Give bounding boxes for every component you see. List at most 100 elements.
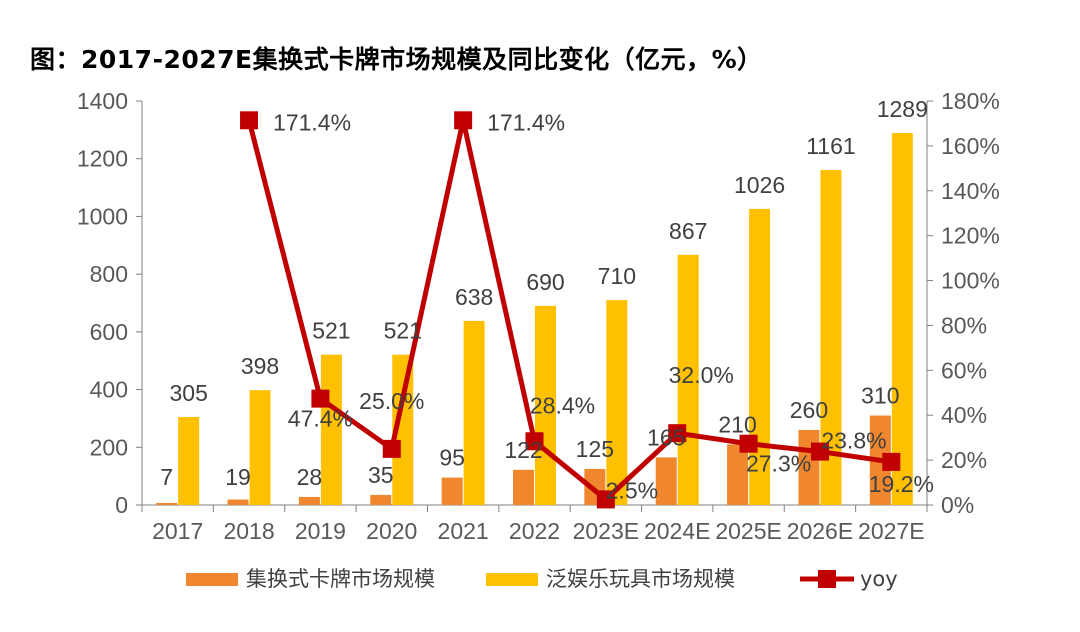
right-tick-label: 180% (941, 88, 1000, 114)
bar-toy-market (392, 354, 414, 505)
right-tick-label: 0% (941, 492, 974, 518)
toy-value-label: 521 (384, 318, 422, 344)
bar-toy-market (677, 254, 699, 505)
right-tick-label: 140% (941, 178, 1000, 204)
legend-label-toy: 泛娱乐玩具市场规模 (546, 567, 735, 591)
right-tick-label: 160% (941, 133, 1000, 159)
card-value-label: 125 (576, 436, 614, 462)
toy-value-label: 398 (241, 353, 279, 379)
yoy-line (240, 111, 901, 509)
yoy-value-label: 25.0% (359, 388, 424, 414)
left-tick-label: 1200 (77, 146, 128, 172)
chart-title: 图：2017-2027E集换式卡牌市场规模及同比变化（亿元，%） (30, 45, 763, 74)
yoy-value-label: 27.3% (746, 451, 811, 477)
legend-swatch-yoy-marker (818, 570, 836, 588)
toy-value-label: 710 (598, 263, 636, 289)
bar-toy-market (249, 390, 271, 505)
toy-value-label: 1289 (877, 96, 928, 122)
toy-value-label: 521 (312, 318, 350, 344)
x-tick-label: 2021 (438, 518, 489, 544)
bar-toy-market (178, 416, 200, 505)
legend-swatch-toy (486, 573, 538, 586)
left-tick-label: 1000 (77, 203, 128, 229)
bar-card-market (156, 502, 178, 505)
card-value-label: 260 (790, 397, 828, 423)
toy-value-label: 1026 (734, 172, 785, 198)
toy-value-label: 1161 (806, 133, 855, 159)
yoy-marker (739, 434, 758, 453)
right-tick-label: 120% (941, 223, 1000, 249)
yoy-value-label: 28.4% (530, 392, 595, 418)
bar-card-market (227, 499, 249, 505)
x-tick-label: 2018 (223, 518, 274, 544)
yoy-series-line (246, 117, 892, 502)
bar-card-market (298, 496, 320, 505)
right-tick-label: 20% (941, 447, 987, 473)
toy-value-label: 690 (526, 269, 564, 295)
card-value-label: 95 (439, 445, 465, 471)
bar-toy-market (606, 300, 628, 505)
yoy-marker (525, 432, 544, 451)
bar-card-market (655, 457, 677, 505)
yoy-marker (810, 442, 829, 461)
left-tick-label: 1400 (77, 88, 128, 114)
x-tick-label: 2023E (573, 518, 640, 544)
right-tick-label: 60% (941, 357, 987, 383)
bar-toy-market (891, 133, 913, 505)
card-value-label: 122 (504, 437, 542, 463)
yoy-value-label: 2.5% (606, 477, 658, 503)
yoy-value-label: 19.2% (869, 471, 934, 497)
x-tick-label: 2022 (509, 518, 560, 544)
bar-card-market (441, 477, 463, 505)
data-labels: 7 305 19 398 28 521 35 521 95 638 122 690 125 710 165 8… (160, 96, 934, 503)
bar-card-market (727, 444, 749, 505)
legend-label-card: 集换式卡牌市场规模 (246, 567, 435, 591)
yoy-value-label: 23.8% (821, 428, 886, 454)
x-tick-label: 2026E (787, 518, 854, 544)
yoy-marker (311, 389, 330, 408)
legend-swatch-card (186, 573, 238, 586)
toy-value-label: 305 (169, 380, 207, 406)
card-value-label: 7 (160, 464, 173, 490)
legend: 集换式卡牌市场规模 泛娱乐玩具市场规模 yoy (186, 567, 898, 591)
left-tick-label: 600 (90, 319, 128, 345)
right-tick-label: 80% (941, 312, 987, 338)
left-tick-label: 200 (90, 434, 128, 460)
legend-label-yoy: yoy (860, 567, 898, 591)
card-value-label: 28 (297, 464, 323, 490)
bar-card-market (370, 494, 392, 505)
toy-value-label: 867 (669, 218, 707, 244)
card-value-label: 35 (368, 462, 394, 488)
yoy-marker (882, 452, 901, 471)
axes: 0 200 400 600 800 1000 1200 1400 0% 20% 40% 60% 80% 1… (77, 88, 1000, 544)
x-tick-label: 2020 (366, 518, 417, 544)
bar-toy-market (463, 320, 485, 505)
x-tick-label: 2017 (152, 518, 203, 544)
yoy-marker (668, 424, 687, 443)
x-tick-label: 2019 (295, 518, 346, 544)
yoy-marker (454, 111, 473, 130)
bar-toy-market (749, 208, 771, 505)
yoy-marker (382, 439, 401, 458)
yoy-value-label: 32.0% (669, 362, 734, 388)
bar-toy-market (820, 169, 842, 505)
left-tick-label: 400 (90, 377, 128, 403)
card-value-label: 19 (225, 464, 251, 490)
yoy-value-label: 171.4% (487, 109, 565, 135)
card-value-label: 210 (718, 411, 756, 437)
toy-value-label: 638 (455, 284, 493, 310)
x-tick-label: 2027E (858, 518, 925, 544)
card-value-label: 310 (861, 383, 899, 409)
yoy-marker (596, 490, 615, 509)
right-tick-label: 100% (941, 268, 1000, 294)
bar-card-market (513, 469, 534, 505)
yoy-value-label: 47.4% (288, 406, 353, 432)
right-tick-label: 40% (941, 402, 987, 428)
card-value-label: 165 (647, 424, 685, 450)
yoy-marker (240, 111, 259, 130)
yoy-value-label: 171.4% (273, 109, 351, 135)
left-tick-label: 800 (90, 261, 128, 287)
x-tick-label: 2024E (644, 518, 711, 544)
left-tick-label: 0 (115, 492, 128, 518)
